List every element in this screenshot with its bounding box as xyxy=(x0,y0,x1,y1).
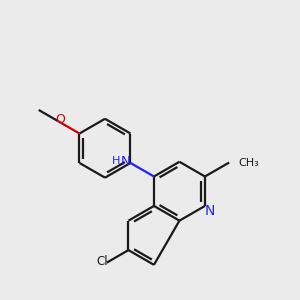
Text: N: N xyxy=(204,204,214,218)
Text: CH₃: CH₃ xyxy=(238,158,259,167)
Text: H: H xyxy=(112,157,121,166)
Text: N: N xyxy=(120,155,130,168)
Text: O: O xyxy=(55,113,65,126)
Text: Cl: Cl xyxy=(97,255,108,268)
